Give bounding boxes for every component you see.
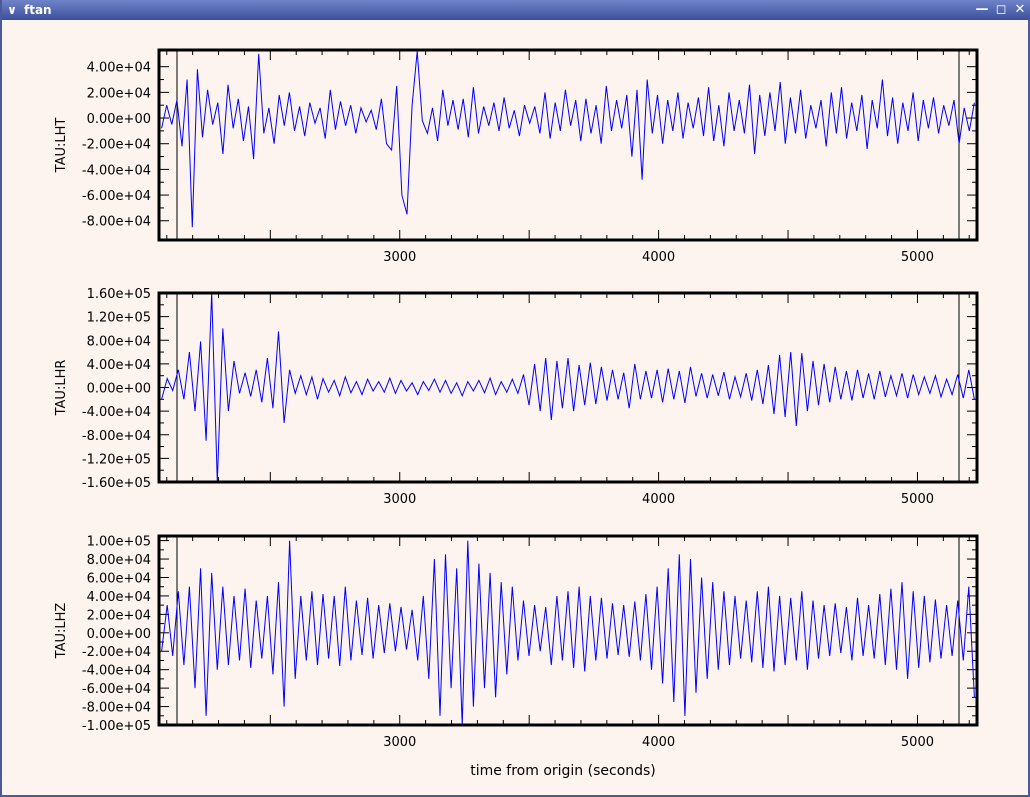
y-tick-label: 8.00e+04 [87, 334, 151, 349]
x-tick-label: 3000 [383, 250, 416, 265]
y-tick-label: -4.00e+04 [82, 664, 151, 679]
y-tick-label: 6.00e+04 [87, 571, 151, 586]
y-tick-label: 1.60e+05 [87, 287, 151, 302]
y-tick-label: -4.00e+04 [82, 163, 151, 178]
series-line [161, 540, 975, 725]
y-tick-label: 2.00e+04 [87, 86, 151, 101]
y-axis-label: TAU:LHT [54, 118, 69, 174]
y-tick-label: -2.00e+04 [82, 645, 151, 660]
plot-frame [157, 534, 979, 727]
y-tick-label: -1.20e+05 [82, 452, 151, 467]
title-bar[interactable]: ∨ ftan — ◻ ✕ [2, 0, 1030, 20]
plot-frame [157, 48, 979, 242]
x-tick-label: 5000 [901, 492, 934, 507]
chevron-down-icon[interactable]: ∨ [7, 3, 17, 17]
charts-svg: 4.00e+04 2.00e+04 0.00e+00 -2.00e+04 -4.00e+… [54, 48, 979, 779]
maximize-icon[interactable]: ◻ [995, 2, 1007, 17]
y-tick-label: -8.00e+04 [82, 429, 151, 444]
y-tick-label: 4.00e+04 [87, 590, 151, 605]
series-line [161, 293, 975, 482]
x-tick-label: 4000 [642, 250, 675, 265]
plot-area: 4.00e+04 2.00e+04 0.00e+00 -2.00e+04 -4.00e+… [2, 20, 1030, 797]
y-tick-label: 2.00e+04 [87, 608, 151, 623]
y-tick-label: 0.00e+00 [87, 112, 151, 127]
y-tick-label: 1.00e+05 [87, 535, 151, 550]
x-tick-label: 5000 [901, 735, 934, 750]
y-tick-label: -6.00e+04 [82, 682, 151, 697]
y-tick-label: 1.20e+05 [87, 311, 151, 326]
y-tick-label: -4.00e+04 [82, 405, 151, 420]
x-tick-label: 3000 [383, 492, 416, 507]
x-tick-label: 3000 [383, 735, 416, 750]
x-tick-label: 4000 [642, 492, 675, 507]
plot-frame [157, 291, 979, 484]
x-tick-label: 4000 [642, 735, 675, 750]
y-tick-label: 8.00e+04 [87, 553, 151, 568]
y-tick-label: -8.00e+04 [82, 701, 151, 716]
y-axis-label: TAU:LHR [54, 360, 69, 417]
y-tick-label: -8.00e+04 [82, 215, 151, 230]
x-tick-label: 5000 [901, 250, 934, 265]
y-tick-label: 0.00e+00 [87, 382, 151, 397]
window-title: ftan [24, 3, 52, 17]
y-tick-label: 4.00e+04 [87, 358, 151, 373]
minimize-icon[interactable]: — [975, 2, 989, 17]
y-tick-label: -1.00e+05 [82, 719, 151, 734]
series-line [161, 51, 975, 228]
y-tick-label: 0.00e+00 [87, 627, 151, 642]
x-axis-label: time from origin (seconds) [470, 763, 656, 779]
y-axis-label: TAU:LHZ [54, 603, 69, 660]
y-tick-label: -1.60e+05 [82, 476, 151, 491]
y-tick-label: -6.00e+04 [82, 189, 151, 204]
y-tick-label: -2.00e+04 [82, 138, 151, 153]
close-icon[interactable]: ✕ [1014, 2, 1026, 17]
y-tick-label: 4.00e+04 [87, 61, 151, 76]
